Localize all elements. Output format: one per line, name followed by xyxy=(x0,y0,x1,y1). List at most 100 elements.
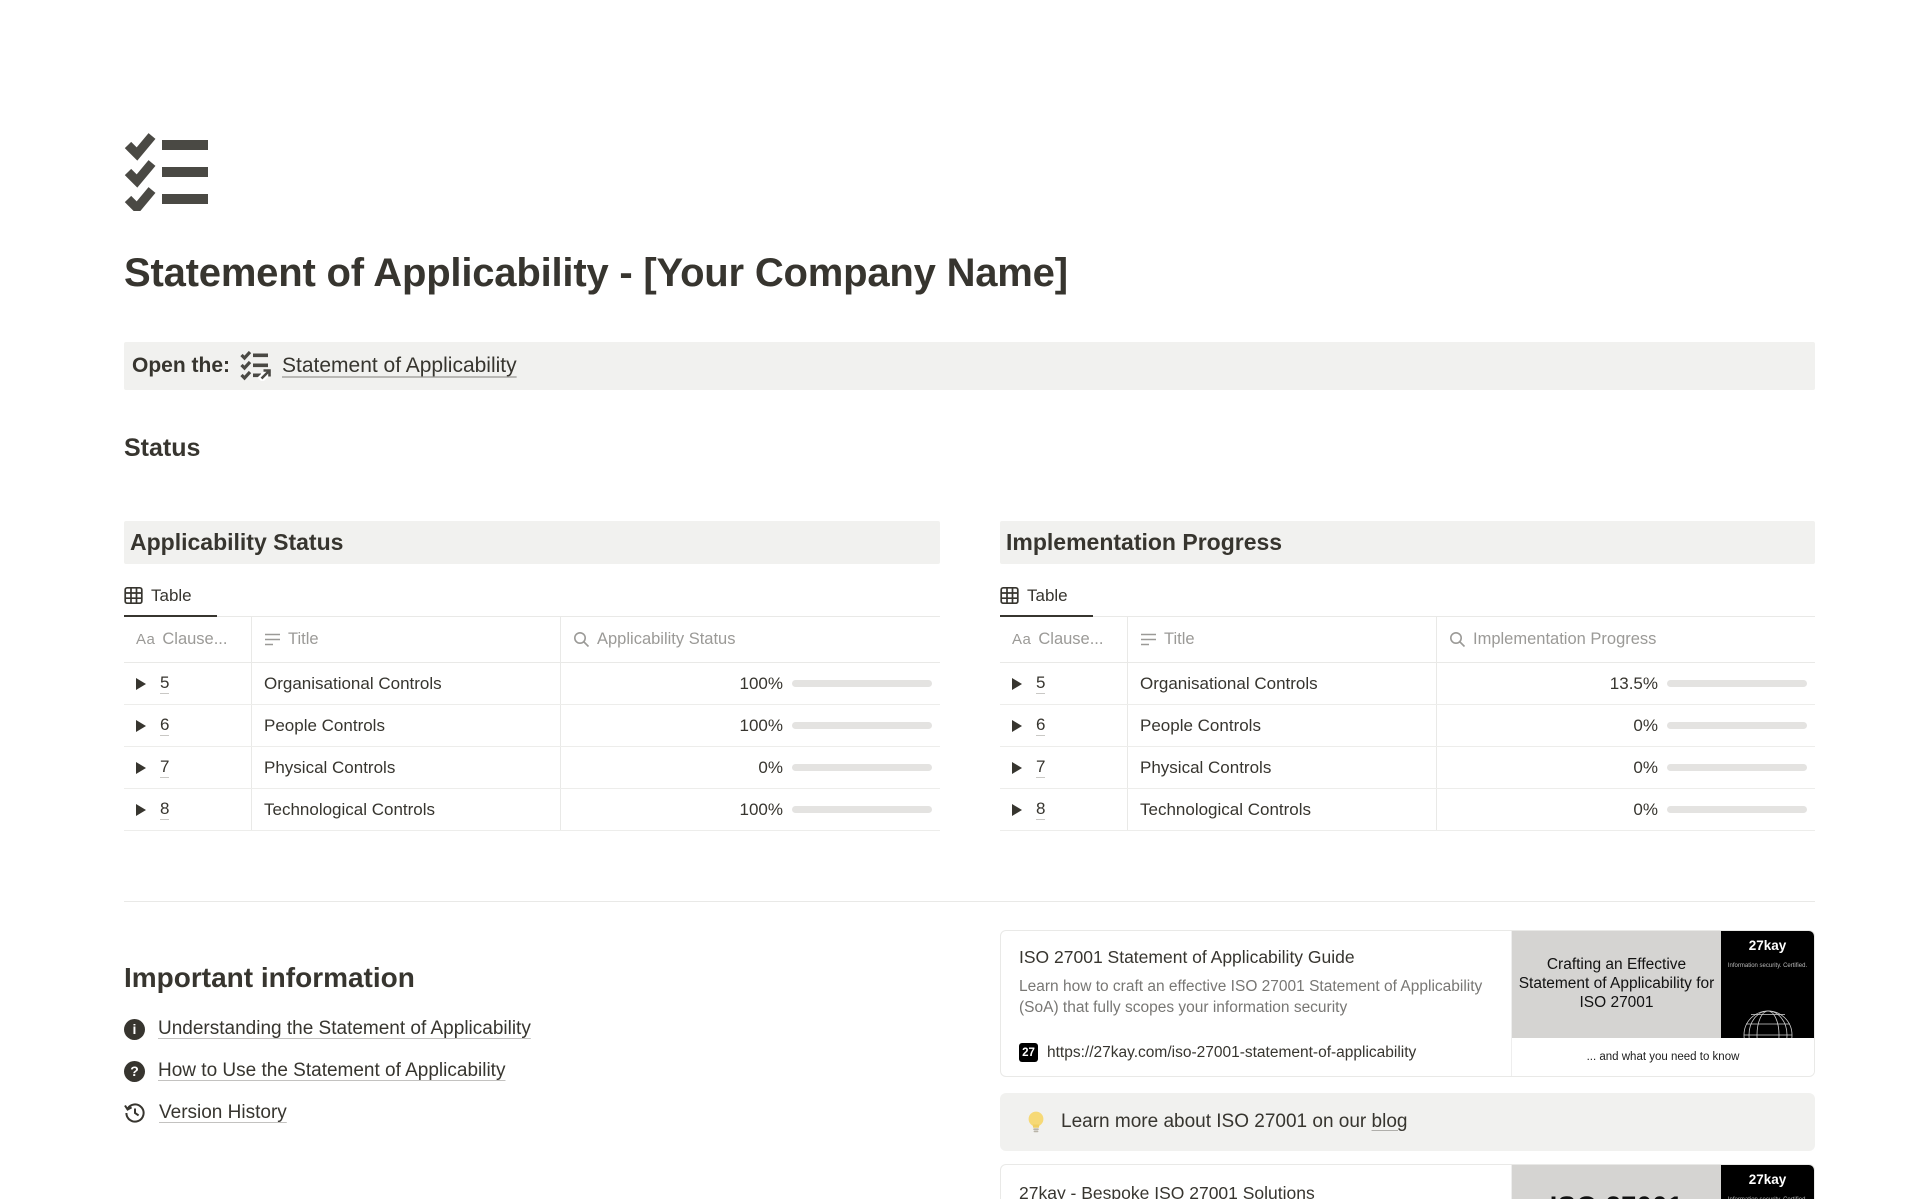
column-header-status[interactable]: Applicability Status xyxy=(561,617,940,662)
important-information-block: Important information i Understanding th… xyxy=(124,930,940,1124)
table-row[interactable]: 6 People Controls 100% xyxy=(124,705,940,747)
important-information-heading: Important information xyxy=(124,962,415,993)
open-banner-label: Open the: xyxy=(132,354,230,377)
row-expand-toggle[interactable] xyxy=(1012,761,1022,774)
row-expand-toggle[interactable] xyxy=(136,719,146,732)
clause-link[interactable]: 5 xyxy=(160,673,170,694)
info-icon: i xyxy=(124,1018,145,1040)
bookmark-description: Learn how to craft an effective ISO 2700… xyxy=(1019,978,1483,1016)
blog-link[interactable]: blog xyxy=(1371,1111,1408,1132)
blog-callout: Learn more about ISO 27001 on our blog xyxy=(1000,1093,1815,1151)
table-row[interactable]: 8 Technological Controls 0% xyxy=(1000,789,1815,831)
bookmark-thumbnail: ISO 27001 27kay Information security. Ce… xyxy=(1511,1165,1814,1199)
column-header-progress[interactable]: Implementation Progress xyxy=(1437,617,1815,662)
question-icon: ? xyxy=(124,1060,145,1082)
clause-link[interactable]: 8 xyxy=(1036,799,1046,820)
text-property-icon: Aa xyxy=(136,631,156,648)
column-header-clause[interactable]: Aa Clause... xyxy=(1000,617,1128,662)
checklist-icon[interactable] xyxy=(124,133,214,211)
globe-wireframe-icon xyxy=(1735,1002,1801,1038)
column-header-title[interactable]: Title xyxy=(1128,617,1437,662)
version-history-link[interactable]: Version History xyxy=(159,1102,287,1123)
implementation-progress-table: Implementation Progress Table Aa Cl xyxy=(1000,521,1815,831)
row-title: Organisational Controls xyxy=(1128,663,1437,704)
27kay-favicon: 27 xyxy=(1019,1043,1038,1062)
callout-text: Learn more about ISO 27001 on our blog xyxy=(1061,1111,1408,1132)
table-view-tab[interactable]: Table xyxy=(124,575,192,616)
column-label: Applicability Status xyxy=(597,630,736,648)
percent-value: 0% xyxy=(1633,715,1658,735)
active-tab-underline xyxy=(1000,615,1093,617)
progress-bar xyxy=(1667,764,1807,771)
table-view-icon xyxy=(124,586,143,605)
lines-property-icon xyxy=(264,632,281,647)
percent-value: 100% xyxy=(739,715,783,735)
resources-column: ISO 27001 Statement of Applicability Gui… xyxy=(1000,930,1815,1199)
open-page-banner: Open the: Statement xyxy=(124,342,1815,390)
section-divider xyxy=(124,901,1815,902)
understanding-soa-link[interactable]: Understanding the Statement of Applicabi… xyxy=(158,1018,531,1039)
applicability-status-table: Applicability Status Table Aa Claus xyxy=(124,521,940,831)
clause-link[interactable]: 7 xyxy=(1036,757,1046,778)
27kay-logo: 27kay xyxy=(1748,938,1787,953)
clause-link[interactable]: 7 xyxy=(160,757,170,778)
version-history-icon xyxy=(124,1102,146,1124)
column-label: Implementation Progress xyxy=(1473,630,1657,648)
lines-property-icon xyxy=(1140,632,1157,647)
bookmark-card-27kay[interactable]: 27kay - Bespoke ISO 27001 Solutions ISO … xyxy=(1000,1164,1815,1199)
table-row[interactable]: 5 Organisational Controls 13.5% xyxy=(1000,663,1815,705)
table-view-tab[interactable]: Table xyxy=(1000,575,1068,616)
row-expand-toggle[interactable] xyxy=(136,677,146,690)
table-row[interactable]: 6 People Controls 0% xyxy=(1000,705,1815,747)
table-view-icon xyxy=(1000,586,1019,605)
row-expand-toggle[interactable] xyxy=(1012,803,1022,816)
statement-of-applicability-link[interactable]: Statement of Applicability xyxy=(282,354,517,377)
implementation-progress-heading: Implementation Progress xyxy=(1000,521,1815,564)
applicability-status-heading: Applicability Status xyxy=(124,521,940,564)
27kay-logo: 27kay xyxy=(1748,1172,1787,1187)
progress-bar xyxy=(792,806,932,813)
clause-link[interactable]: 8 xyxy=(160,799,170,820)
row-title: Physical Controls xyxy=(1128,747,1437,788)
row-expand-toggle[interactable] xyxy=(1012,719,1022,732)
clause-link[interactable]: 5 xyxy=(1036,673,1046,694)
thumbnail-caption: ... and what you need to know xyxy=(1512,1038,1814,1076)
row-title: Technological Controls xyxy=(1128,789,1437,830)
row-title: Technological Controls xyxy=(252,789,561,830)
percent-value: 0% xyxy=(1633,799,1658,819)
active-tab-underline xyxy=(124,615,217,617)
page-title: Statement of Applicability - [Your Compa… xyxy=(124,251,1068,295)
column-label: Clause... xyxy=(162,630,228,648)
table-row[interactable]: 8 Technological Controls 100% xyxy=(124,789,940,831)
bookmark-card-soa-guide[interactable]: ISO 27001 Statement of Applicability Gui… xyxy=(1000,930,1815,1077)
clause-link[interactable]: 6 xyxy=(1036,715,1046,736)
lightbulb-icon xyxy=(1025,1110,1047,1134)
clause-link[interactable]: 6 xyxy=(160,715,170,736)
table-header-row: Aa Clause... Title xyxy=(124,617,940,663)
table-row[interactable]: 7 Physical Controls 0% xyxy=(1000,747,1815,789)
page-link-checklist-icon xyxy=(240,351,272,381)
percent-value: 100% xyxy=(739,799,783,819)
rollup-search-icon xyxy=(573,631,590,648)
table-row[interactable]: 5 Organisational Controls 100% xyxy=(124,663,940,705)
row-title: Physical Controls xyxy=(252,747,561,788)
column-header-title[interactable]: Title xyxy=(252,617,561,662)
row-expand-toggle[interactable] xyxy=(136,803,146,816)
progress-bar xyxy=(792,764,932,771)
row-expand-toggle[interactable] xyxy=(1012,677,1022,690)
rollup-search-icon xyxy=(1449,631,1466,648)
column-label: Clause... xyxy=(1038,630,1104,648)
percent-value: 13.5% xyxy=(1609,673,1658,693)
progress-bar xyxy=(792,680,932,687)
status-heading: Status xyxy=(124,434,201,462)
row-title: People Controls xyxy=(252,705,561,746)
progress-bar xyxy=(792,722,932,729)
column-header-clause[interactable]: Aa Clause... xyxy=(124,617,252,662)
row-expand-toggle[interactable] xyxy=(136,761,146,774)
table-row[interactable]: 7 Physical Controls 0% xyxy=(124,747,940,789)
important-link-row: Version History xyxy=(124,1102,940,1124)
how-to-use-soa-link[interactable]: How to Use the Statement of Applicabilit… xyxy=(158,1060,506,1081)
view-tabs: Table xyxy=(1000,575,1815,617)
bottom-section: Important information i Understanding th… xyxy=(124,930,1815,1199)
important-link-row: i Understanding the Statement of Applica… xyxy=(124,1018,940,1040)
